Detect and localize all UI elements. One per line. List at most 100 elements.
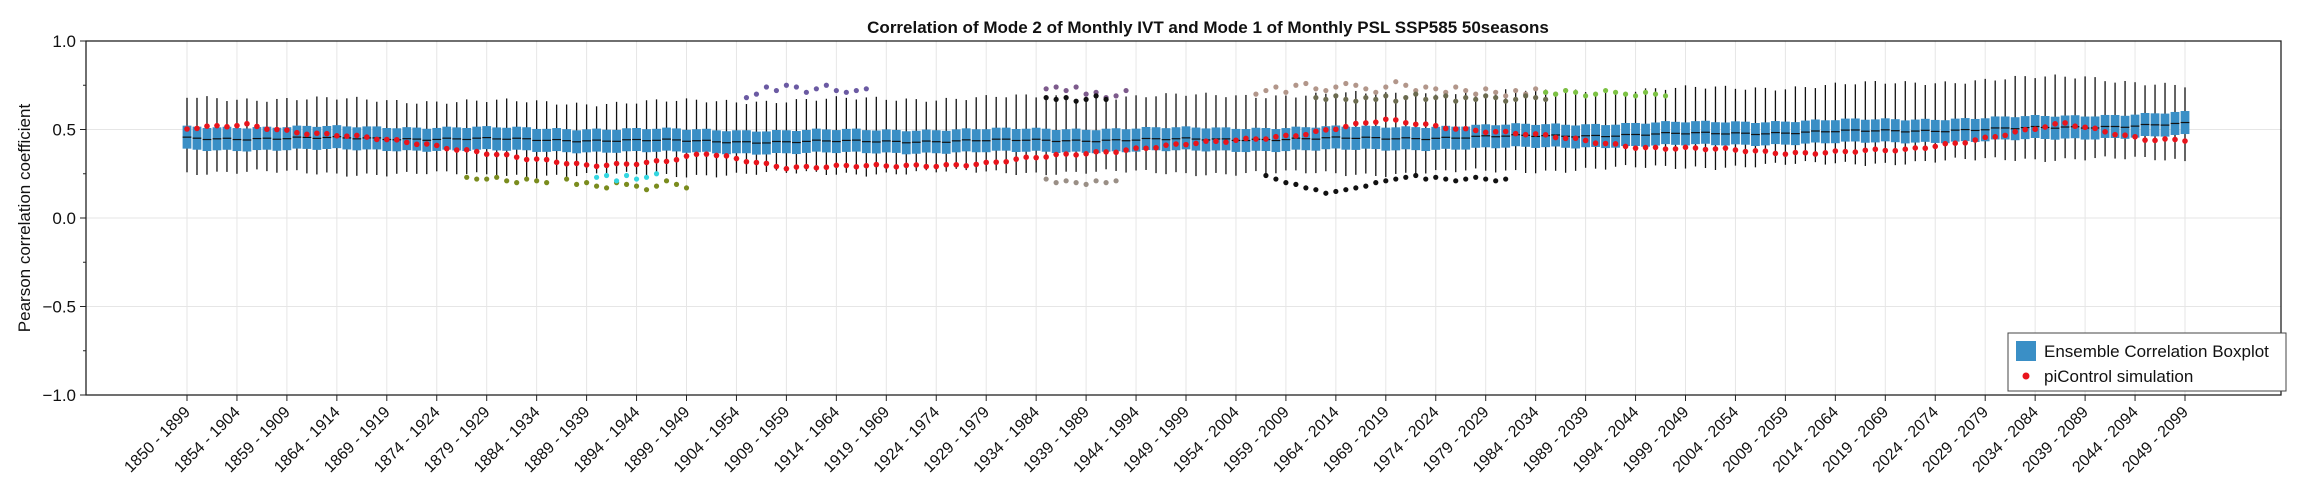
- outlier-point: [1652, 91, 1659, 97]
- outlier-point: [1433, 86, 1439, 92]
- picontrol-point: [1892, 147, 1899, 154]
- outlier-point: [1093, 178, 1099, 184]
- picontrol-point: [933, 163, 940, 170]
- picontrol-point: [364, 134, 370, 140]
- outlier-point: [1533, 86, 1539, 92]
- picontrol-point: [1402, 119, 1409, 126]
- outlier-point: [1453, 84, 1459, 90]
- picontrol-point: [2182, 138, 2188, 144]
- outlier-point: [1043, 86, 1049, 92]
- outlier-point: [1053, 84, 1059, 90]
- outlier-point: [1373, 89, 1379, 95]
- picontrol-point: [653, 157, 660, 164]
- picontrol-point: [763, 160, 770, 167]
- legend-dot-swatch: [2022, 372, 2030, 380]
- outlier-point: [1253, 91, 1259, 97]
- picontrol-point: [1772, 150, 1779, 157]
- picontrol-point: [1003, 158, 1009, 165]
- picontrol-point: [573, 160, 580, 167]
- picontrol-point: [1043, 154, 1049, 160]
- picontrol-point: [1792, 149, 1799, 156]
- outlier-point: [564, 176, 570, 182]
- picontrol-point: [1153, 144, 1159, 151]
- outlier-point: [1573, 89, 1579, 95]
- picontrol-point: [1173, 141, 1179, 147]
- picontrol-point: [214, 122, 220, 129]
- outlier-point: [1513, 96, 1519, 103]
- picontrol-point: [773, 163, 780, 170]
- picontrol-point: [1782, 151, 1789, 157]
- picontrol-point: [843, 162, 850, 169]
- outlier-point: [1493, 89, 1499, 95]
- outlier-point: [593, 183, 600, 189]
- picontrol-point: [1093, 148, 1099, 155]
- picontrol-point: [1962, 140, 1969, 146]
- picontrol-point: [1083, 151, 1089, 157]
- outlier-point: [833, 87, 839, 94]
- outlier-point: [1513, 87, 1519, 94]
- picontrol-point: [1073, 152, 1079, 158]
- picontrol-point: [523, 156, 530, 163]
- y-axis: 1.0 0.5 0.0 −0.5 −1.0: [42, 32, 86, 405]
- outlier-point: [1622, 91, 1629, 97]
- outlier-point: [474, 176, 480, 182]
- picontrol-point: [204, 123, 210, 129]
- picontrol-point: [1552, 134, 1559, 141]
- picontrol-point: [1412, 121, 1419, 128]
- picontrol-point: [1482, 129, 1489, 136]
- outlier-point: [1273, 176, 1279, 182]
- outlier-point: [1363, 183, 1369, 189]
- outlier-point: [783, 82, 790, 88]
- outlier-point: [1343, 96, 1349, 103]
- picontrol-point: [543, 156, 550, 163]
- picontrol-point: [1842, 148, 1849, 155]
- outlier-point: [1662, 93, 1669, 99]
- y-tick-label: 0.0: [52, 209, 76, 228]
- picontrol-point: [2022, 126, 2028, 133]
- picontrol-point: [1183, 141, 1189, 148]
- outlier-point: [1063, 87, 1069, 94]
- outlier-point: [494, 174, 500, 180]
- outlier-point: [1493, 95, 1499, 101]
- picontrol-point: [1562, 135, 1569, 142]
- outlier-point: [1293, 181, 1299, 187]
- outlier-point: [1433, 95, 1439, 101]
- legend-box-swatch: [2016, 341, 2036, 361]
- outlier-point: [1592, 91, 1599, 97]
- outlier-point: [813, 86, 819, 92]
- picontrol-point: [403, 139, 410, 146]
- picontrol-point: [2012, 128, 2018, 135]
- outlier-point: [1263, 87, 1269, 94]
- picontrol-point: [1512, 130, 1519, 137]
- picontrol-point: [953, 161, 960, 168]
- picontrol-point: [1313, 128, 1319, 135]
- outlier-point: [1043, 176, 1049, 182]
- outlier-point: [1503, 93, 1509, 99]
- legend-frame: [2007, 332, 2287, 392]
- picontrol-point: [1283, 132, 1289, 139]
- outlier-point: [1083, 181, 1089, 187]
- picontrol-point: [2042, 124, 2048, 130]
- picontrol-point: [973, 161, 980, 168]
- outlier-point: [1283, 180, 1289, 186]
- outlier-point: [743, 95, 750, 101]
- picontrol-point: [1053, 151, 1059, 158]
- picontrol-point: [623, 161, 630, 167]
- outlier-point: [1383, 93, 1389, 99]
- outlier-point: [1053, 180, 1059, 186]
- outlier-point: [1453, 98, 1459, 104]
- picontrol-point: [234, 122, 240, 129]
- picontrol-point: [1023, 154, 1029, 161]
- outlier-point: [1403, 174, 1409, 180]
- picontrol-point: [384, 136, 390, 143]
- outlier-point: [663, 178, 670, 184]
- picontrol-point: [2002, 132, 2008, 139]
- outlier-point: [1333, 84, 1339, 90]
- picontrol-point: [873, 161, 880, 168]
- picontrol-point: [2152, 137, 2158, 144]
- picontrol-point: [1273, 133, 1279, 140]
- picontrol-point: [1992, 134, 1998, 140]
- outlier-point: [1503, 98, 1509, 104]
- outlier-point: [1413, 172, 1419, 179]
